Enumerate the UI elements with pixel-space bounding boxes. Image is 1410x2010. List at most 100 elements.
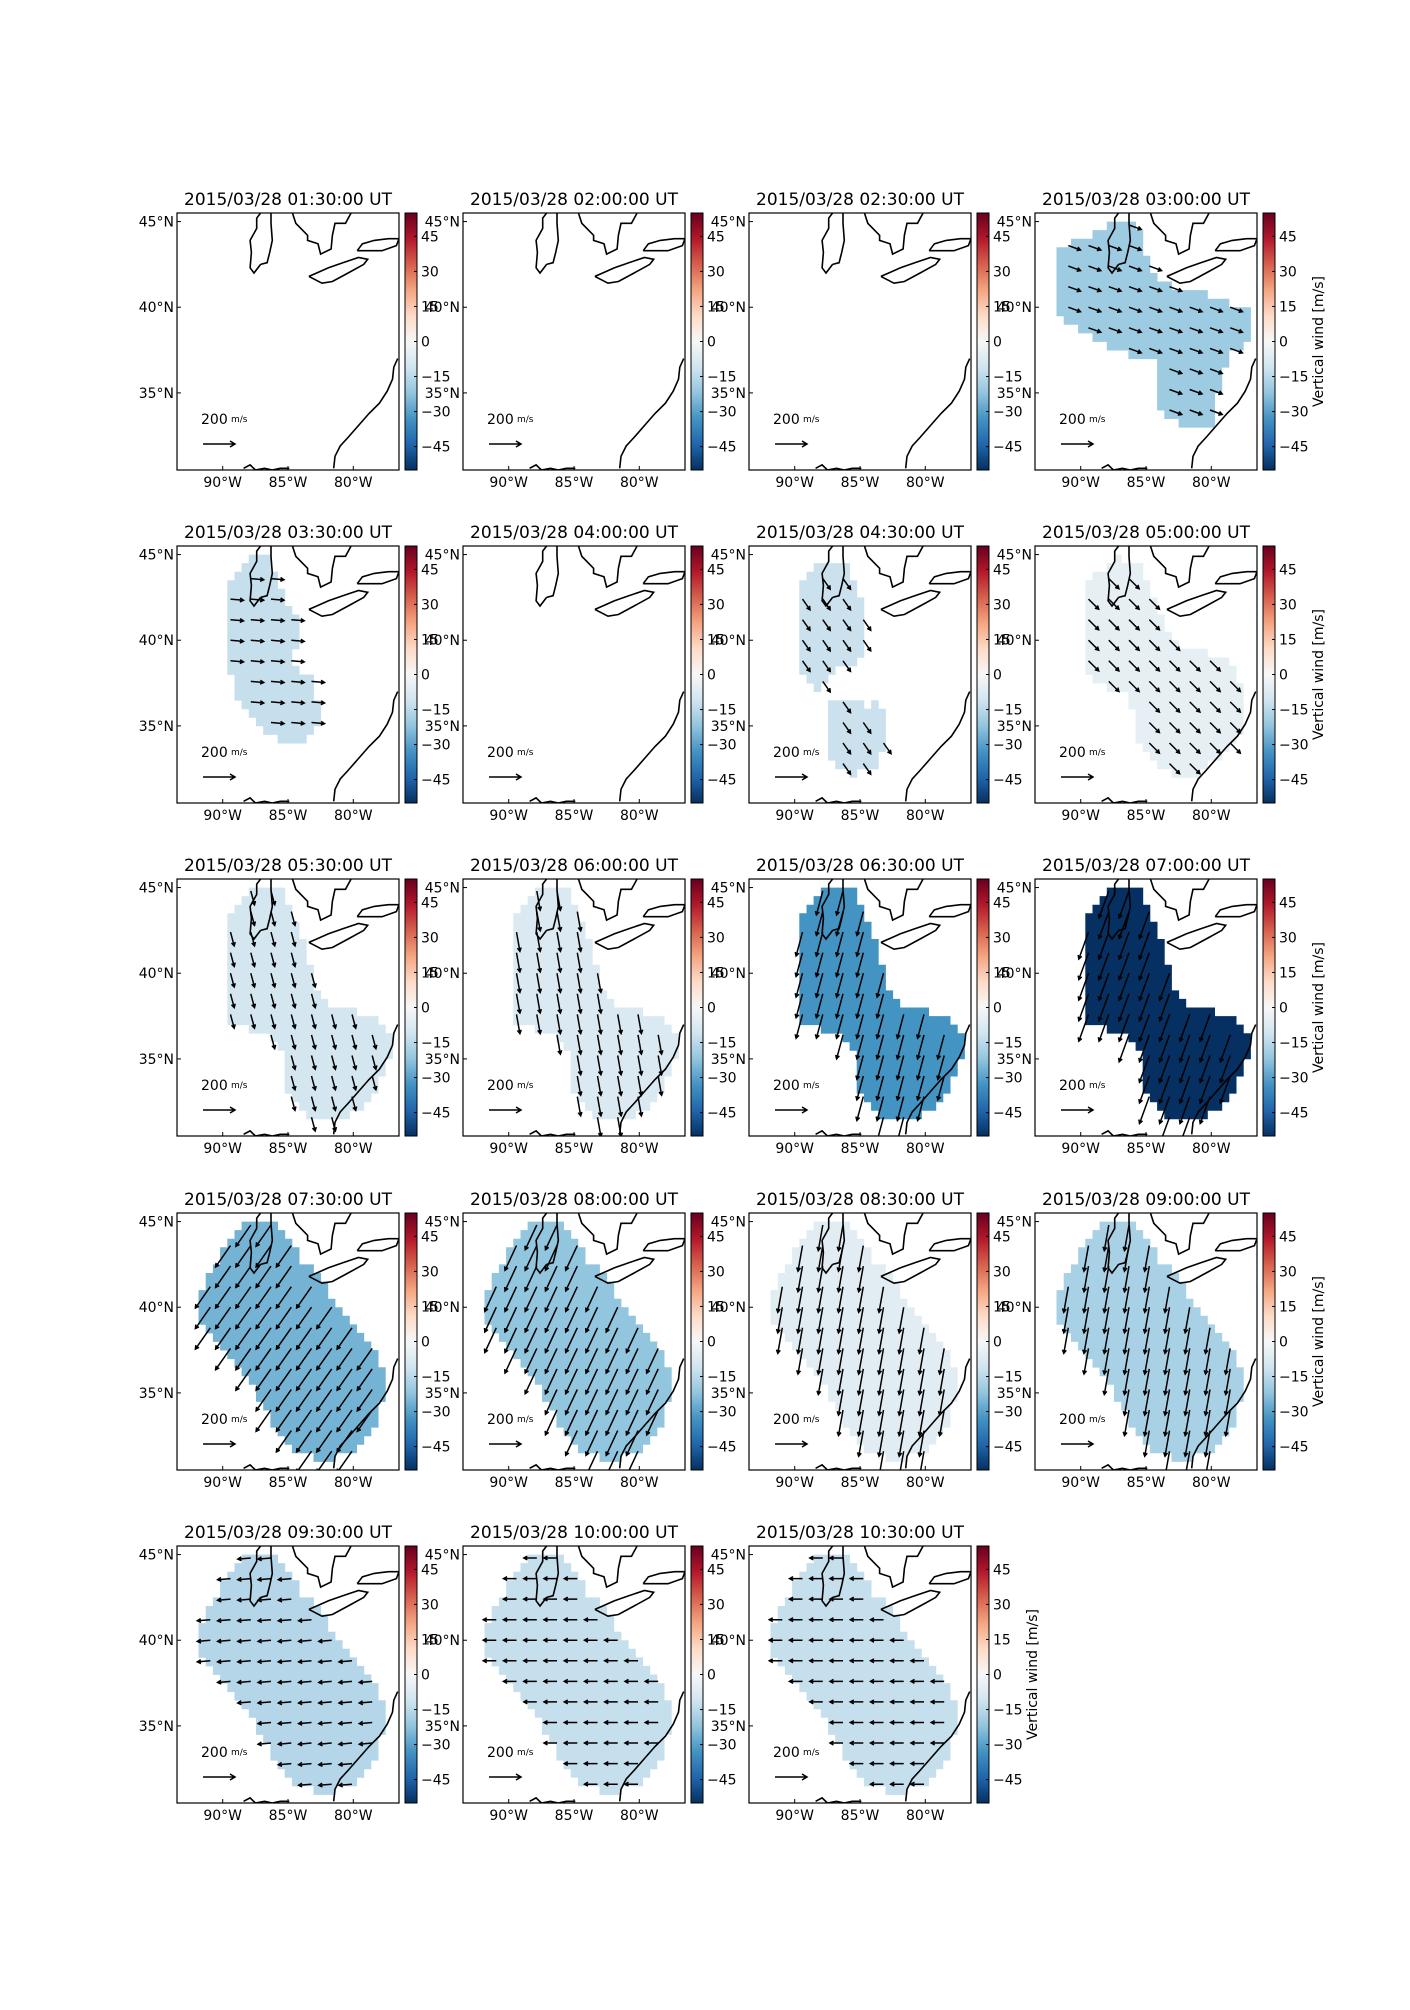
- wind-arrow: [195, 1638, 211, 1644]
- wind-arrow: [584, 1306, 599, 1334]
- wind-arrow: [501, 1637, 517, 1643]
- coastline: [863, 1213, 924, 1256]
- wind-arrow: [270, 993, 277, 1010]
- wind-arrow: [794, 952, 804, 979]
- wind-arrow: [291, 617, 306, 624]
- wind-arrow: [194, 1286, 211, 1310]
- coastline: [332, 358, 399, 469]
- colorbar-tick-label: 45: [1279, 229, 1297, 245]
- map-panel: 2015/03/28 04:00:00 UT 200 m/s 90°W 85°W 80°W…: [425, 523, 737, 824]
- map-area: [1085, 546, 1257, 803]
- wind-arrow: [576, 1055, 583, 1077]
- wind-arrow: [1128, 265, 1143, 272]
- quiver-key-unit: m/s: [1089, 1415, 1106, 1425]
- wind-arrow: [1205, 1451, 1211, 1470]
- wind-arrow: [836, 1327, 844, 1355]
- wind-arrow: [582, 1781, 598, 1787]
- map-frame: [462, 212, 686, 471]
- wind-arrow: [576, 1075, 583, 1097]
- wind-arrow: [816, 1307, 824, 1335]
- wind-arrow: [1178, 1014, 1191, 1043]
- wind-arrow: [889, 1740, 904, 1746]
- wind-arrow: [917, 1409, 925, 1438]
- wind-arrow: [1128, 578, 1141, 590]
- wind-arrow: [645, 1389, 659, 1416]
- wind-arrow: [564, 1430, 578, 1457]
- wind-arrow: [1128, 598, 1141, 611]
- wind-arrow: [195, 1617, 211, 1624]
- colorbar-tick-label: 30: [993, 930, 1011, 946]
- wind-arrow: [868, 1658, 884, 1664]
- lat-tick-label: 40°N: [139, 966, 174, 982]
- wind-arrow: [1169, 368, 1184, 375]
- wind-arrow: [315, 1409, 333, 1433]
- lon-tick-label: 80°W: [620, 475, 659, 491]
- wind-arrow: [1189, 368, 1204, 375]
- wind-arrow: [315, 1430, 333, 1454]
- wind-arrow: [1068, 265, 1082, 272]
- coastline: [308, 1589, 370, 1618]
- wind-arrow: [371, 1075, 378, 1092]
- map-area: [243, 213, 399, 470]
- coastline: [535, 213, 560, 275]
- wind-arrow: [876, 1409, 885, 1438]
- lon-tick-label: 85°W: [1127, 475, 1166, 491]
- wind-arrow: [605, 1389, 619, 1416]
- wind-arrow: [1168, 660, 1181, 672]
- colorbar-tick-label: −15: [421, 703, 451, 719]
- coastline: [594, 589, 656, 618]
- colorbar-tick-label: 15: [1279, 632, 1297, 648]
- wind-arrow: [1148, 598, 1161, 611]
- wind-arrow: [1178, 1096, 1191, 1125]
- colorbar-tick-label: 45: [421, 229, 439, 245]
- wind-arrow: [297, 1700, 312, 1706]
- wind-arrow: [1138, 993, 1151, 1023]
- lon-tick-label: 85°W: [269, 1475, 308, 1491]
- wind-arrow: [855, 1055, 865, 1081]
- wind-arrow: [1198, 1034, 1211, 1064]
- wind-arrow: [834, 890, 844, 917]
- map-area: [1056, 213, 1257, 470]
- wind-arrow: [1128, 285, 1143, 293]
- wind-arrow: [1128, 244, 1143, 252]
- wind-arrow: [544, 1265, 558, 1293]
- wind-arrow: [481, 1658, 497, 1664]
- wind-arrow: [787, 1678, 803, 1684]
- coastline: [880, 1256, 942, 1285]
- wind-arrow: [897, 1368, 905, 1397]
- wind-arrow: [862, 722, 872, 735]
- coastline: [642, 237, 685, 252]
- wind-arrow: [1142, 1307, 1151, 1335]
- wind-arrow: [582, 1617, 598, 1623]
- wind-arrow: [834, 973, 844, 999]
- wind-arrow: [291, 659, 306, 665]
- wind-arrow: [270, 597, 286, 603]
- wind-arrow: [856, 1307, 865, 1335]
- wind-arrow: [214, 1265, 232, 1289]
- wind-arrow: [562, 1719, 578, 1726]
- wind-arrow: [1189, 701, 1202, 714]
- quiver-key-label: 200: [487, 1745, 514, 1761]
- lat-tick-label: 35°N: [711, 386, 746, 402]
- colorbar-tick-label: 30: [421, 264, 439, 280]
- wind-arrow: [822, 619, 832, 632]
- lat-tick-label: 35°N: [139, 1052, 174, 1068]
- wind-arrow: [625, 1327, 639, 1354]
- wind-arrow: [828, 1699, 843, 1705]
- colorbar-tick-label: −30: [1279, 738, 1309, 754]
- wind-arrow: [522, 1678, 537, 1684]
- wind-arrow: [1189, 347, 1204, 355]
- lon-tick-label: 80°W: [906, 1808, 945, 1824]
- colorbar-tick-label: 45: [1279, 562, 1297, 578]
- wind-arrow: [337, 1741, 353, 1747]
- colorbar-tick-label: 45: [707, 229, 725, 245]
- wind-arrow: [1203, 1348, 1211, 1376]
- wind-arrow: [330, 1014, 338, 1030]
- wind-arrow: [767, 1617, 783, 1623]
- map-frame: [748, 212, 972, 471]
- coastline: [1101, 1463, 1148, 1470]
- wind-arrow: [295, 1409, 313, 1433]
- wind-arrow: [603, 1699, 618, 1705]
- wind-arrow: [936, 1075, 945, 1102]
- wind-arrow: [915, 1075, 925, 1102]
